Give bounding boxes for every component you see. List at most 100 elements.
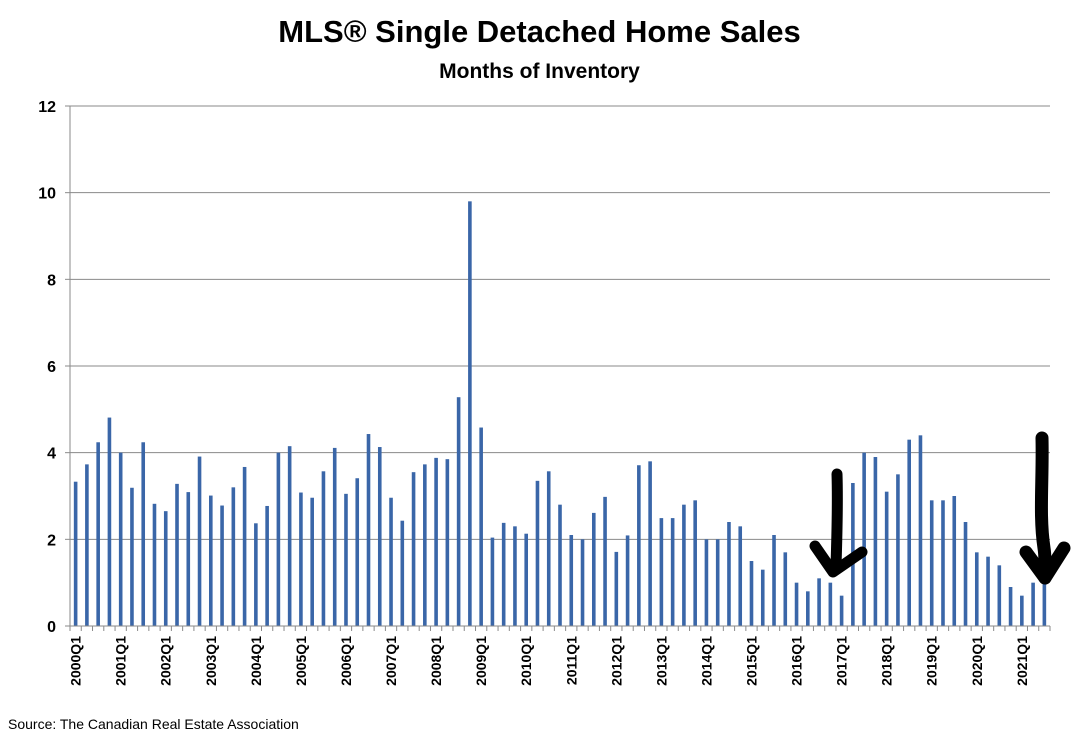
bar-2000Q3 xyxy=(96,442,100,626)
bar-2015Q3 xyxy=(772,535,776,626)
bar-2019Q1 xyxy=(929,500,934,626)
bar-2008Q4 xyxy=(468,201,472,627)
bar-2017Q3 xyxy=(862,452,866,626)
bar-2000Q4 xyxy=(107,417,112,626)
bar-2020Q2 xyxy=(986,556,990,626)
bar-2017Q4 xyxy=(873,457,878,626)
x-tick-label: 2020Q1 xyxy=(969,636,985,686)
bar-2016Q3 xyxy=(817,578,821,626)
bar-2016Q2 xyxy=(806,591,810,626)
bar-2011Q2 xyxy=(580,539,585,626)
x-tick-label: 2004Q1 xyxy=(248,636,264,686)
bar-2002Q3 xyxy=(186,492,191,626)
bar-2002Q2 xyxy=(175,483,179,626)
chart-subtitle: Months of Inventory xyxy=(439,60,640,83)
bar-2005Q2 xyxy=(310,497,314,626)
bar-2010Q1 xyxy=(524,533,529,626)
bar-2003Q2 xyxy=(220,505,224,626)
bar-2007Q1 xyxy=(389,497,393,626)
bar-2013Q3 xyxy=(682,504,686,626)
annotations xyxy=(809,431,1071,585)
bar-2006Q3 xyxy=(366,434,371,626)
x-tick-label: 2006Q1 xyxy=(338,636,354,686)
bar-2014Q4 xyxy=(738,526,743,626)
bar-2007Q3 xyxy=(411,472,416,626)
bar-2016Q1 xyxy=(794,582,799,626)
x-tick-label: 2008Q1 xyxy=(428,636,444,686)
x-tick-label: 2019Q1 xyxy=(924,636,940,686)
bar-2003Q1 xyxy=(209,495,213,626)
chart-title: MLS® Single Detached Home Sales xyxy=(278,14,801,49)
bar-2001Q3 xyxy=(141,442,146,626)
bar-2020Q1 xyxy=(974,552,979,626)
x-tick-label: 2002Q1 xyxy=(158,636,174,686)
bar-2008Q2 xyxy=(445,459,450,626)
bar-2005Q4 xyxy=(332,447,337,626)
bar-2009Q2 xyxy=(490,537,495,626)
bar-2001Q2 xyxy=(130,487,134,626)
bar-2014Q1 xyxy=(704,539,709,626)
bar-2018Q1 xyxy=(884,491,889,626)
bar-2019Q4 xyxy=(963,522,968,626)
bar-2000Q2 xyxy=(85,464,89,626)
bar-2006Q2 xyxy=(355,478,360,626)
bar-2014Q3 xyxy=(727,522,731,626)
bar-2007Q4 xyxy=(423,464,427,626)
x-tick-label: 2018Q1 xyxy=(879,636,895,686)
arrow-2016Q4-head xyxy=(809,540,868,578)
x-tick-label: 2011Q1 xyxy=(563,636,579,685)
y-tick-label: 4 xyxy=(47,446,56,463)
bar-2016Q4 xyxy=(828,582,833,626)
arrow-2021Q3-head xyxy=(1019,541,1071,585)
bar-2012Q3 xyxy=(637,465,641,626)
bar-2009Q3 xyxy=(501,522,506,626)
bar-2003Q4 xyxy=(242,466,247,626)
bar-2021Q3 xyxy=(1042,574,1047,626)
x-tick-label: 2012Q1 xyxy=(608,636,624,686)
bar-2012Q4 xyxy=(648,461,652,626)
y-tick-label: 12 xyxy=(38,99,56,116)
bar-2008Q1 xyxy=(434,457,438,626)
bar-2017Q1 xyxy=(839,595,844,626)
x-tick-label: 2013Q1 xyxy=(653,636,669,686)
bar-2020Q3 xyxy=(997,565,1002,626)
bar-2015Q1 xyxy=(749,561,754,626)
x-tick-label: 2003Q1 xyxy=(203,636,219,686)
y-tick-label: 0 xyxy=(47,619,56,636)
bar-2002Q1 xyxy=(163,511,168,626)
bar-2004Q3 xyxy=(276,452,281,626)
bar-2009Q4 xyxy=(513,526,517,626)
bar-2015Q4 xyxy=(783,552,788,626)
x-tick-label: 2007Q1 xyxy=(383,636,399,686)
y-tick-label: 10 xyxy=(38,186,56,203)
bar-2018Q3 xyxy=(907,439,911,626)
bar-2004Q4 xyxy=(287,446,292,626)
x-tick-label: 2021Q1 xyxy=(1014,636,1030,686)
bar-2020Q4 xyxy=(1008,587,1013,626)
bar-2004Q2 xyxy=(265,505,269,626)
axes xyxy=(65,105,1051,631)
bar-2010Q4 xyxy=(558,504,562,626)
x-tick-label: 2017Q1 xyxy=(834,636,850,686)
x-tick-label: 2000Q1 xyxy=(68,636,84,686)
bar-2012Q2 xyxy=(625,535,630,626)
bar-2011Q4 xyxy=(603,496,607,626)
bar-2011Q1 xyxy=(569,535,574,626)
bar-2006Q1 xyxy=(344,493,348,626)
x-tick-label: 2009Q1 xyxy=(473,636,489,686)
bar-2013Q4 xyxy=(693,500,697,626)
x-tick-label: 2015Q1 xyxy=(743,636,759,686)
bar-2002Q4 xyxy=(197,456,202,626)
tick-labels: 0 2 4 6 8 10 12 2000Q1 2001Q1 2002Q1 2003Q1 2004Q1 2… xyxy=(38,99,1030,686)
source-note: Source: The Canadian Real Estate Associa… xyxy=(8,716,299,732)
y-tick-label: 6 xyxy=(47,359,56,376)
bar-2007Q2 xyxy=(400,520,405,626)
bar-2008Q3 xyxy=(456,397,461,626)
bar-2013Q1 xyxy=(659,518,664,626)
bar-2005Q3 xyxy=(321,471,326,626)
bar-2010Q2 xyxy=(535,480,540,626)
bar-2018Q2 xyxy=(896,474,900,626)
bar-2018Q4 xyxy=(918,435,923,626)
bar-2001Q4 xyxy=(152,503,157,626)
